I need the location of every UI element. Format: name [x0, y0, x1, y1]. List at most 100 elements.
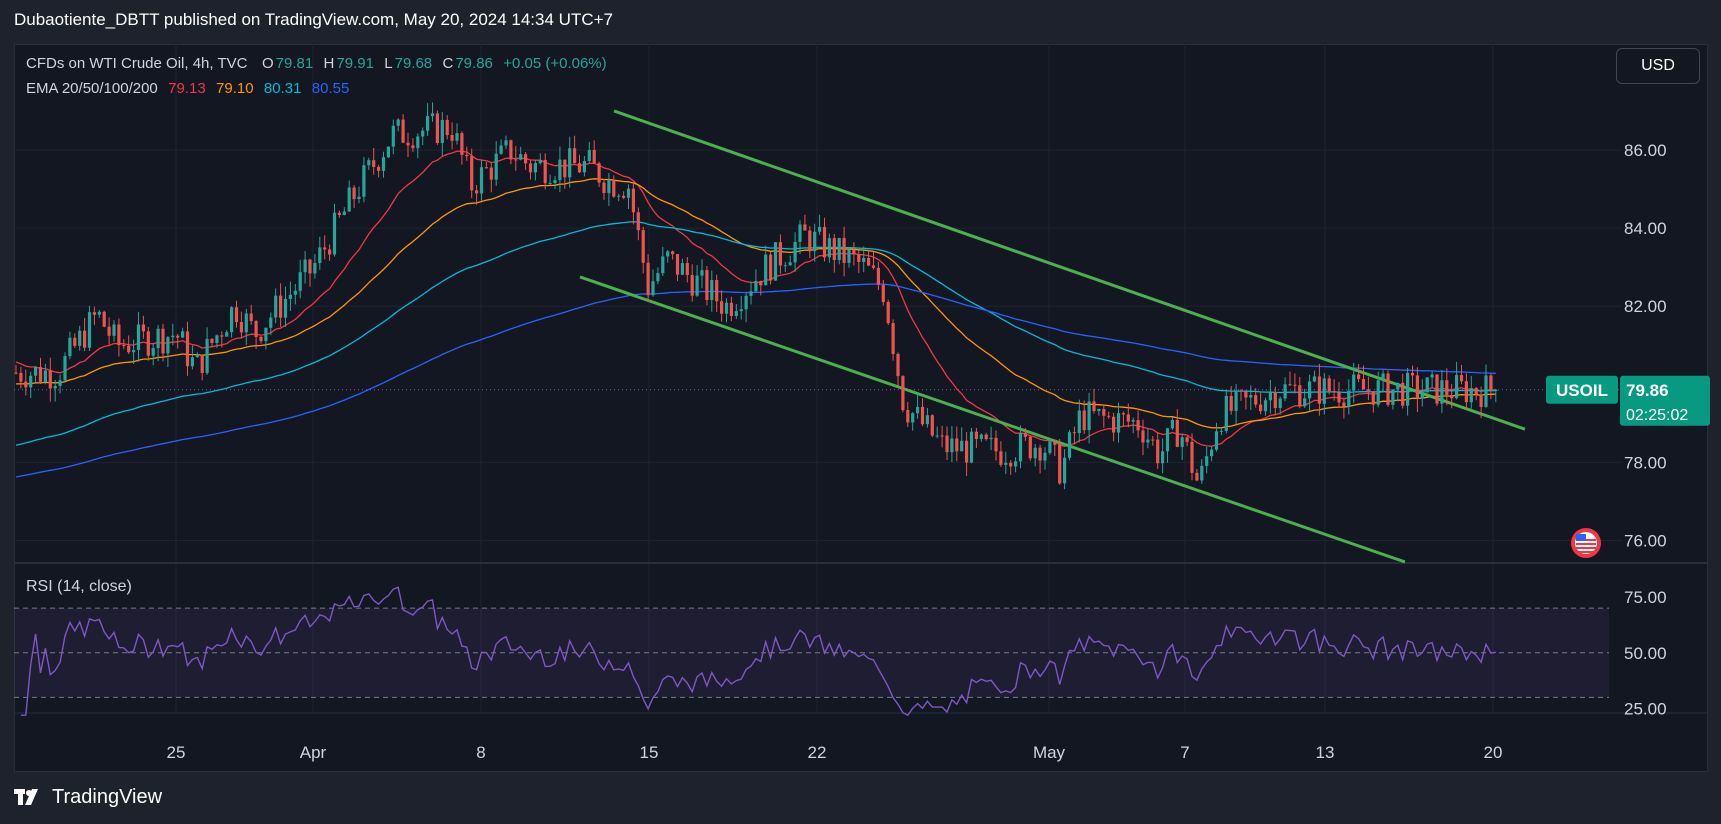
candle-body [1342, 402, 1346, 407]
candle-body [1067, 432, 1072, 458]
candle-body [181, 331, 185, 338]
candle-body [519, 154, 523, 160]
candle-body [161, 328, 165, 354]
candle-body [362, 165, 366, 197]
candle-body [426, 116, 430, 131]
candle-body [210, 338, 214, 343]
candle-body [1440, 380, 1444, 404]
candle-body [1312, 376, 1317, 382]
candle-body [1097, 408, 1101, 412]
low-value: 79.68 [394, 55, 433, 72]
candle-body [53, 385, 57, 389]
ema20-value: 79.13 [168, 80, 206, 97]
candle-body [597, 163, 601, 183]
channel-lower-line [579, 275, 1406, 564]
candle-body [318, 247, 322, 264]
candle-body [279, 295, 283, 318]
price-tick-label: 76.00 [1624, 532, 1667, 551]
candle-body [881, 284, 885, 302]
candle-body [195, 354, 199, 358]
candle-body [107, 326, 111, 336]
candle-body [1263, 400, 1268, 412]
currency-button[interactable]: USD [1616, 48, 1700, 84]
candle-body [347, 187, 351, 212]
candle-body [190, 357, 194, 367]
candle-body [568, 148, 572, 178]
candle-body [372, 160, 376, 167]
candle-body [754, 280, 758, 292]
time-tick-label: 22 [808, 743, 827, 762]
candle-body [1391, 389, 1395, 405]
candle-body [1121, 413, 1125, 415]
candle-body [367, 160, 371, 166]
candle-body [1048, 441, 1052, 453]
candle-body [857, 254, 861, 262]
candle-body [803, 224, 807, 231]
symbol-name: CFDs on WTI Crude Oil, 4h, TVC [26, 55, 248, 72]
candle-body [1190, 441, 1194, 473]
candle-body [416, 136, 420, 149]
ema100-line [15, 221, 1496, 446]
rsi-tick-label: 75.00 [1624, 588, 1667, 607]
tradingview-footer[interactable]: TradingView [14, 786, 162, 809]
candle-body [1244, 391, 1248, 398]
candle-body [710, 280, 714, 300]
publisher-header: Dubaotiente_DBTT published on TradingVie… [14, 10, 613, 29]
candle-body [1043, 452, 1047, 461]
candle-body [1406, 372, 1410, 406]
candle-body [764, 254, 768, 286]
candle-body [1425, 377, 1429, 393]
time-tick-label: 15 [640, 743, 659, 762]
low-label: L [384, 55, 393, 72]
candle-body [1234, 390, 1238, 411]
candle-body [1337, 392, 1341, 403]
candle-body [1200, 465, 1204, 481]
candle-body [288, 294, 292, 299]
candle-body [769, 254, 773, 281]
candle-body [622, 195, 626, 198]
candle-body [293, 290, 297, 295]
candle-body [906, 410, 910, 423]
time-tick-label: 25 [167, 743, 186, 762]
candle-body [916, 406, 920, 414]
candle-body [798, 224, 802, 242]
candle-body [244, 313, 248, 333]
candle-body [994, 437, 998, 452]
candle-body [646, 262, 650, 296]
candle-body [156, 328, 160, 349]
candle-body [617, 195, 621, 197]
candle-body [1107, 415, 1111, 417]
candle-body [1077, 410, 1081, 434]
rsi-tick-label: 25.00 [1624, 700, 1667, 719]
candle-body [406, 142, 410, 146]
candle-body [1009, 462, 1013, 467]
candle-body [34, 367, 38, 376]
candle-body [1087, 401, 1091, 431]
candle-body [269, 317, 273, 328]
candle-body [176, 335, 180, 338]
candle-body [1288, 384, 1292, 386]
candle-body [1004, 462, 1008, 465]
candle-body [911, 413, 915, 423]
candle-body [1210, 449, 1214, 457]
time-tick-label: Apr [300, 743, 327, 762]
candle-body [391, 125, 395, 147]
candle-body [1479, 394, 1483, 407]
candle-body [1249, 395, 1253, 398]
candle-body [450, 134, 454, 141]
candle-body [132, 350, 136, 353]
candle-body [146, 331, 150, 356]
candle-body [63, 356, 67, 381]
candle-body [773, 242, 778, 281]
candle-body [313, 263, 317, 274]
candle-body [83, 330, 87, 348]
candle-body [1322, 378, 1326, 404]
close-value: 79.86 [455, 55, 493, 72]
candle-body [1146, 439, 1150, 443]
candle-body [1028, 436, 1032, 459]
candle-body [876, 267, 880, 285]
candle-body [862, 257, 866, 262]
candle-body [504, 140, 508, 146]
candle-body [989, 437, 993, 440]
